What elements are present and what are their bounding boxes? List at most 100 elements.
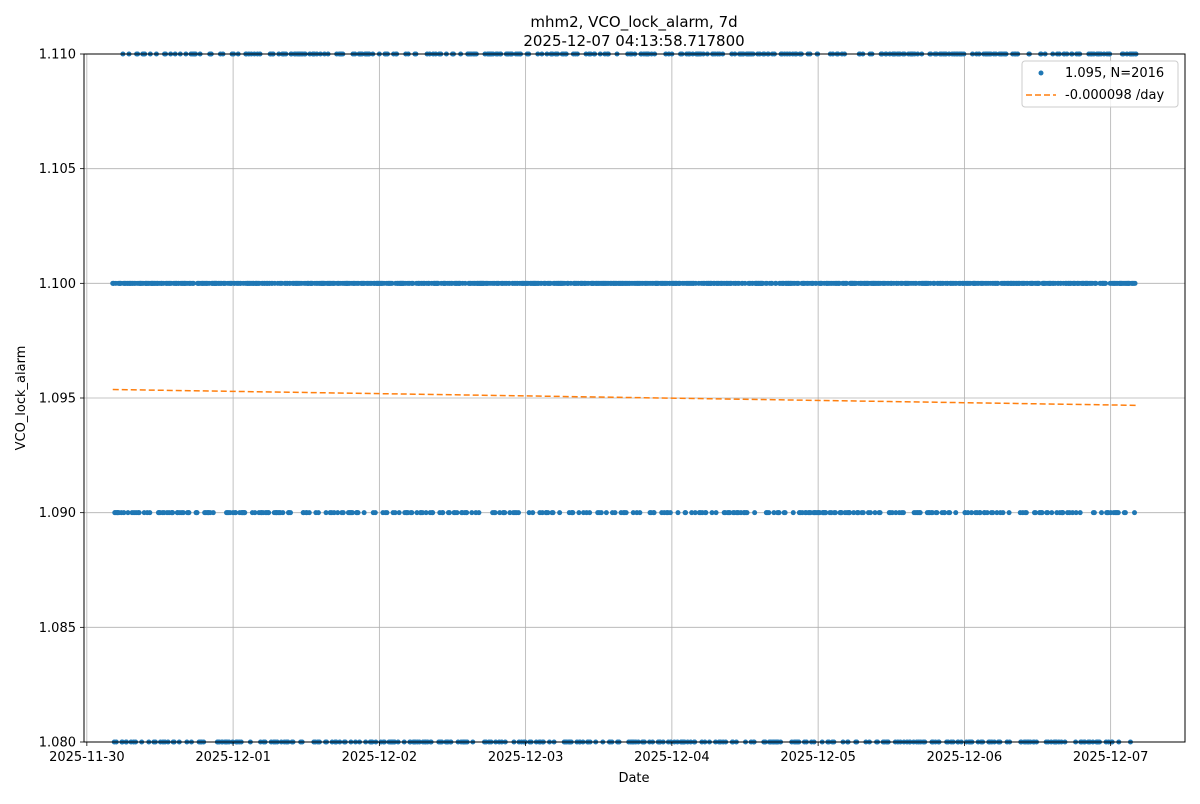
data-point [675,510,681,516]
legend-marker-scatter [1038,70,1044,76]
data-point [1073,510,1079,516]
data-points [110,51,1139,745]
data-point [727,510,733,516]
x-tick-label: 2025-12-01 [195,750,271,765]
data-point [516,510,522,516]
data-point [603,510,609,516]
data-point [125,510,131,516]
x-tick-label: 2025-12-05 [780,750,856,765]
data-point [392,510,398,516]
data-point [667,510,673,516]
data-point [252,510,258,516]
data-point [136,510,142,516]
data-point [502,510,508,516]
data-point [1093,280,1099,286]
data-point [1039,510,1045,516]
data-point [782,510,788,516]
data-point [190,280,196,286]
legend-label-trend: -0.000098 /day [1065,88,1164,103]
data-point [210,510,216,516]
data-point [984,510,990,516]
data-point [389,280,395,286]
data-point [917,510,923,516]
data-point [947,510,953,516]
data-point [545,510,551,516]
data-point [306,510,312,516]
data-point [612,510,618,516]
data-point [446,510,452,516]
data-point [851,510,857,516]
data-point [713,510,719,516]
data-point [1032,510,1038,516]
data-point [410,280,416,286]
data-point [752,510,758,516]
data-point [683,510,689,516]
data-point [194,510,200,516]
data-point [872,510,878,516]
data-point [409,510,415,516]
data-point [598,510,604,516]
chart-title: mhm2, VCO_lock_alarm, 7d [530,13,737,32]
data-point [934,510,940,516]
data-point [340,510,346,516]
y-tick-label: 1.100 [39,277,76,292]
data-point [587,510,593,516]
data-point [630,510,636,516]
data-point [1000,510,1006,516]
data-point [526,510,532,516]
y-axis-ticks: 1.080 1.085 1.090 1.095 1.100 1.105 1.110 [39,48,84,751]
data-point [965,510,971,516]
chart-subtitle: 2025-12-07 04:13:58.717800 [523,32,744,50]
data-point [839,510,844,516]
data-point [396,510,402,516]
legend-label-scatter: 1.095, N=2016 [1065,66,1164,81]
data-point [492,510,498,516]
data-point [287,510,293,516]
data-point [349,510,355,516]
data-point [1122,510,1128,516]
data-point [977,510,983,516]
data-point [929,510,935,516]
data-point [1132,510,1138,516]
y-tick-label: 1.090 [39,506,76,521]
data-point [867,510,873,516]
data-point [1103,280,1109,286]
data-point [384,510,390,516]
data-point [1115,510,1121,516]
data-point [570,510,576,516]
data-point [1045,510,1051,516]
data-point [953,510,959,516]
data-point [703,510,709,516]
data-point [860,510,866,516]
x-axis-ticks: 2025-11-30 2025-12-01 2025-12-02 2025-12-03… [49,742,1148,765]
data-point [280,510,286,516]
y-tick-label: 1.080 [39,736,76,751]
data-point [266,510,272,516]
legend: 1.095, N=2016 -0.000098 /day [1021,60,1179,108]
data-point [462,280,468,286]
data-point [454,510,460,516]
y-axis-label: VCO_lock_alarm [14,346,29,451]
data-point [420,510,426,516]
data-point [186,510,192,516]
data-point [233,510,239,516]
data-point [1091,510,1097,516]
x-tick-label: 2025-12-06 [927,750,1003,765]
x-tick-label: 2025-12-03 [488,750,564,765]
data-point [994,510,1000,516]
data-point [1006,510,1012,516]
data-point [440,510,446,516]
data-point [692,510,698,516]
x-tick-label: 2025-12-07 [1073,750,1149,765]
data-point [942,510,948,516]
data-point [430,510,436,516]
data-point [855,510,861,516]
data-point [423,510,429,516]
data-point [335,510,341,516]
data-point [709,510,715,516]
data-point [550,510,556,516]
data-point [147,510,153,516]
data-point [1070,510,1076,516]
data-point [832,510,838,516]
